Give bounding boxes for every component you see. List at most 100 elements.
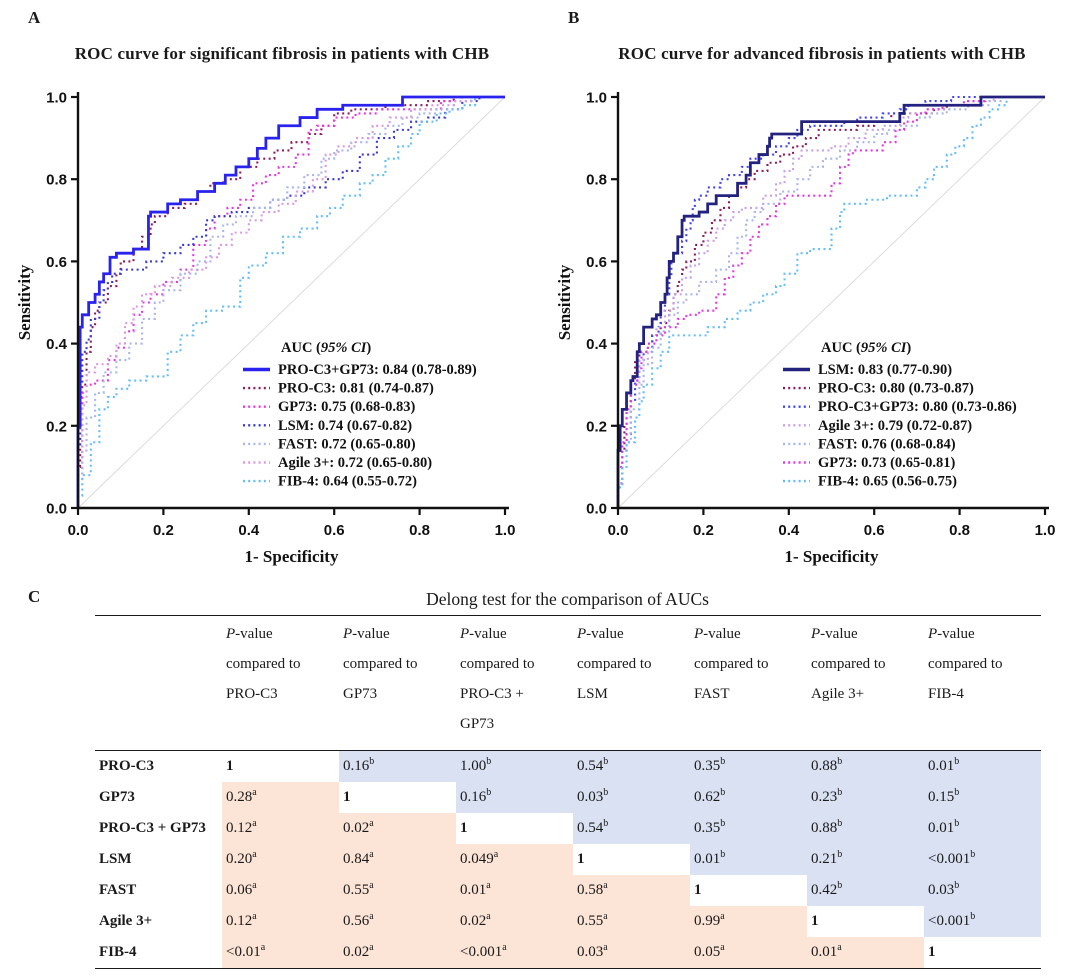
panel-b-label: B (568, 8, 580, 27)
corner-cell (95, 616, 222, 751)
p-value-cell: 0.55a (573, 906, 690, 937)
row-label: LSM (99, 851, 132, 867)
roc-panel-b: B ROC curve for advanced fibrosis in pat… (540, 0, 1080, 585)
legend-label: PRO-C3: 0.80 (0.73-0.87) (818, 381, 974, 397)
p-value-cell: 0.42b (807, 875, 924, 906)
legend-title: AUC (95% CI) (281, 340, 371, 356)
x-tick-label: 0.0 (608, 522, 629, 539)
p-value-cell: 0.62b (690, 782, 807, 813)
p-value-cell: 0.28a (222, 782, 339, 813)
y-tick-label: 0.2 (46, 418, 67, 435)
x-tick-label: 0.6 (324, 522, 345, 539)
p-value-cell: 0.03a (573, 937, 690, 969)
header-row: P-value compared to PRO-C3 P-value compared … (95, 616, 1041, 751)
table-row: Agile 3+ 0.12a 0.56a 0.02a 0.55a 0.99a 1 <0.001… (95, 906, 1041, 937)
roc-series-pro-c3-gp73 (616, 95, 1045, 508)
x-axis-title: 1- Specificity (245, 547, 339, 566)
table-row: PRO-C3 + GP73 0.12a 0.02a 1 0.54b 0.35b 0.88b 0… (95, 813, 1041, 844)
table-row: FAST 0.06a 0.55a 0.01a 0.58a 1 0.42b 0.03b (95, 875, 1041, 906)
p-value-cell: 0.01b (924, 750, 1041, 782)
roc-chart-a: 0.0 0.2 0.4 0.6 0.8 1.0 0.0 0.2 0.4 0.6 0.8 1.0 1- S… (15, 90, 515, 567)
p-value-cell: 0.06a (222, 875, 339, 906)
x-tick-label: 0.6 (864, 522, 885, 539)
p-value-cell: 0.84a (339, 844, 456, 875)
roc-series-pro-c3-gp73 (76, 95, 505, 508)
x-axis-title: 1- Specificity (785, 547, 879, 566)
x-tick-label: 0.4 (238, 522, 260, 539)
y-tick-label: 0.4 (46, 336, 68, 353)
p-value-cell: 0.21b (807, 844, 924, 875)
column-header: P-value compared to FAST (694, 626, 769, 702)
p-value-cell: 1.00b (456, 750, 573, 782)
roc-series-fast (616, 95, 1045, 508)
x-tick-label: 0.8 (949, 522, 970, 539)
legend-title: AUC (95% CI) (821, 340, 911, 356)
x-tick-label: 0.2 (693, 522, 714, 539)
y-tick-label: 0.8 (586, 172, 607, 189)
p-value-cell: 0.58a (573, 875, 690, 906)
p-value-cell: 0.99a (690, 906, 807, 937)
p-value-cell: 1 (573, 844, 690, 875)
table-row: FIB-4 <0.01a 0.02a <0.001a 0.03a 0.05a 0.01a 1 (95, 937, 1041, 969)
y-axis-title: Sensitivity (555, 264, 574, 340)
p-value-cell: 0.54b (573, 750, 690, 782)
legend-label: PRO-C3: 0.81 (0.74-0.87) (278, 381, 434, 397)
p-value-cell: 0.01b (690, 844, 807, 875)
legend-label: LSM: 0.74 (0.67-0.82) (278, 418, 412, 434)
roc-series-fib-4 (616, 95, 1045, 508)
legend-label: GP73: 0.73 (0.65-0.81) (818, 455, 955, 471)
roc-series-gp73 (616, 95, 1045, 508)
legend-label: FIB-4: 0.64 (0.55-0.72) (278, 474, 417, 490)
p-value-cell: 0.23b (807, 782, 924, 813)
legend-label: FIB-4: 0.65 (0.56-0.75) (818, 474, 957, 490)
column-header: P-value compared to Agile 3+ (811, 626, 886, 702)
p-value-cell: 0.049a (456, 844, 573, 875)
p-value-cell: 0.03b (573, 782, 690, 813)
p-value-cell: 0.35b (690, 813, 807, 844)
p-value-cell: 0.88b (807, 813, 924, 844)
p-value-cell: <0.001b (924, 844, 1041, 875)
column-header: P-value compared to PRO-C3 (226, 626, 301, 702)
p-value-cell: 0.56a (339, 906, 456, 937)
column-header: P-value compared to FIB-4 (928, 626, 1003, 702)
p-value-cell: 0.12a (222, 813, 339, 844)
row-label: Agile 3+ (99, 913, 153, 929)
p-value-cell: 0.35b (690, 750, 807, 782)
legend-label: Agile 3+: 0.79 (0.72-0.87) (818, 418, 972, 434)
y-tick-label: 1.0 (46, 90, 67, 107)
p-value-cell: 1 (222, 750, 339, 782)
roc-panel-a: A ROC curve for significant fibrosis in … (0, 0, 540, 585)
table-row: GP73 0.28a 1 0.16b 0.03b 0.62b 0.23b 0.15b (95, 782, 1041, 813)
row-label: FIB-4 (99, 944, 137, 960)
p-value-cell: 1 (924, 937, 1041, 969)
p-value-cell: 0.15b (924, 782, 1041, 813)
legend-label: Agile 3+: 0.72 (0.65-0.80) (278, 455, 432, 471)
x-tick-label: 0.8 (409, 522, 430, 539)
panel-c-label: C (28, 587, 41, 606)
y-tick-label: 0.0 (46, 501, 67, 518)
chart-b-title: ROC curve for advanced fibrosis in patie… (618, 44, 1026, 63)
p-value-cell: 0.20a (222, 844, 339, 875)
x-tick-label: 0.0 (68, 522, 89, 539)
p-value-cell: 1 (690, 875, 807, 906)
roc-series-lsm (616, 95, 1045, 508)
row-label: PRO-C3 (99, 758, 154, 774)
roc-series-pro-c3 (76, 95, 505, 508)
row-label: PRO-C3 + GP73 (99, 820, 206, 836)
column-header: P-value compared to GP73 (343, 626, 418, 702)
p-value-cell: 0.02a (339, 813, 456, 844)
y-tick-label: 0.6 (586, 254, 607, 271)
p-value-cell: 0.55a (339, 875, 456, 906)
p-value-cell: 0.01a (807, 937, 924, 969)
x-tick-label: 0.2 (153, 522, 174, 539)
x-tick-label: 1.0 (1035, 522, 1056, 539)
panel-a-label: A (28, 8, 41, 27)
p-value-cell: <0.01a (222, 937, 339, 969)
p-value-cell: 0.88b (807, 750, 924, 782)
chart-a-title: ROC curve for significant fibrosis in pa… (74, 44, 490, 63)
p-value-cell: 0.02a (339, 937, 456, 969)
y-axis-title: Sensitivity (15, 264, 34, 340)
p-value-cell: 0.01b (924, 813, 1041, 844)
p-value-cell: 1 (807, 906, 924, 937)
